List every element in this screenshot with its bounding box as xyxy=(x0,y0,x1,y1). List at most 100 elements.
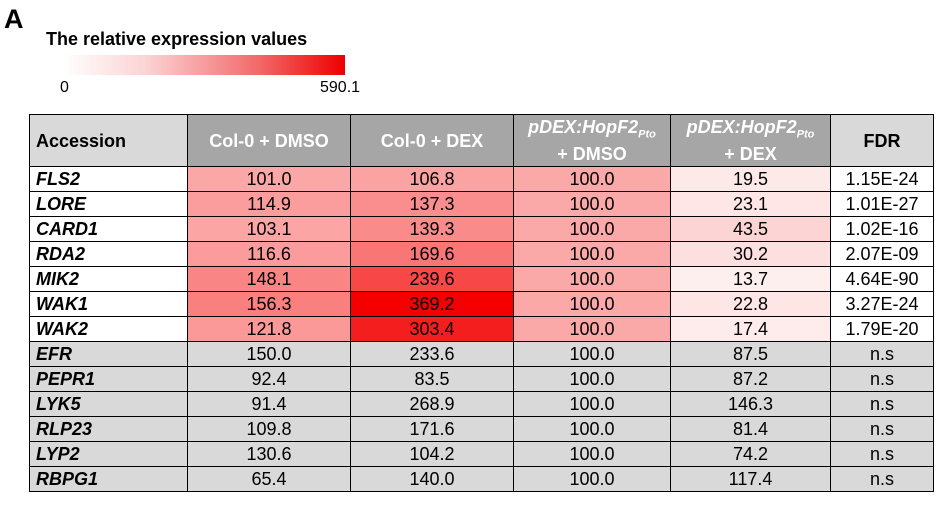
gene-accession-cell: MIK2 xyxy=(29,266,188,292)
fdr-cell: 4.64E-90 xyxy=(830,266,934,292)
gene-accession-cell: LYP2 xyxy=(29,441,188,467)
gene-accession-cell: FLS2 xyxy=(29,166,188,192)
heatmap-value-cell: 171.6 xyxy=(350,416,514,442)
heatmap-value-cell: 268.9 xyxy=(350,391,514,417)
gene-accession-cell: RDA2 xyxy=(29,241,188,267)
heatmap-value-cell: 130.6 xyxy=(187,441,351,467)
heatmap-value-cell: 22.8 xyxy=(670,291,831,317)
fdr-cell: n.s xyxy=(830,391,934,417)
heatmap-value-cell: 140.0 xyxy=(350,466,514,492)
column-header-pdex-dmso: pDEX:HopF2Pto + DMSO xyxy=(513,114,671,167)
heatmap-value-cell: 100.0 xyxy=(513,416,671,442)
header-genotype: pDEX:HopF2 xyxy=(686,116,797,137)
heatmap-value-cell: 100.0 xyxy=(513,241,671,267)
fdr-cell: n.s xyxy=(830,441,934,467)
table-row: LORE 114.9 137.3 100.0 23.1 1.01E-27 xyxy=(29,191,934,217)
gene-accession-cell: PEPR1 xyxy=(29,366,188,392)
table-row: RLP23 109.8 171.6 100.0 81.4 n.s xyxy=(29,416,934,442)
fdr-cell: 1.01E-27 xyxy=(830,191,934,217)
gene-accession-cell: EFR xyxy=(29,341,188,367)
fdr-cell: n.s xyxy=(830,341,934,367)
panel-label: A xyxy=(4,4,24,34)
column-header-col0-dmso: Col-0 + DMSO xyxy=(187,114,351,167)
header-genotype-subscript: Pto xyxy=(638,128,656,141)
table-row: CARD1 103.1 139.3 100.0 43.5 1.02E-16 xyxy=(29,216,934,242)
column-header-fdr: FDR xyxy=(830,114,934,167)
gene-accession-cell: LORE xyxy=(29,191,188,217)
heatmap-value-cell: 106.8 xyxy=(350,166,514,192)
heatmap-value-cell: 150.0 xyxy=(187,341,351,367)
heatmap-value-cell: 116.6 xyxy=(187,241,351,267)
heatmap-value-cell: 114.9 xyxy=(187,191,351,217)
heatmap-value-cell: 100.0 xyxy=(513,291,671,317)
gene-accession-cell: WAK2 xyxy=(29,316,188,342)
table-row: FLS2 101.0 106.8 100.0 19.5 1.15E-24 xyxy=(29,166,934,192)
heatmap-value-cell: 233.6 xyxy=(350,341,514,367)
table-row: WAK1 156.3 369.2 100.0 22.8 3.27E-24 xyxy=(29,291,934,317)
heatmap-value-cell: 65.4 xyxy=(187,466,351,492)
header-treatment: + DMSO xyxy=(557,144,627,165)
table-row: EFR 150.0 233.6 100.0 87.5 n.s xyxy=(29,341,934,367)
table-row: LYK5 91.4 268.9 100.0 146.3 n.s xyxy=(29,391,934,417)
legend-max-label: 590.1 xyxy=(320,79,361,96)
fdr-cell: 3.27E-24 xyxy=(830,291,934,317)
heatmap-value-cell: 23.1 xyxy=(670,191,831,217)
heatmap-value-cell: 303.4 xyxy=(350,316,514,342)
heatmap-value-cell: 100.0 xyxy=(513,441,671,467)
gene-accession-cell: RLP23 xyxy=(29,416,188,442)
fdr-cell: 1.15E-24 xyxy=(830,166,934,192)
heatmap-value-cell: 139.3 xyxy=(350,216,514,242)
heatmap-value-cell: 156.3 xyxy=(187,291,351,317)
heatmap-value-cell: 369.2 xyxy=(350,291,514,317)
gene-accession-cell: CARD1 xyxy=(29,216,188,242)
heatmap-value-cell: 19.5 xyxy=(670,166,831,192)
heatmap-value-cell: 100.0 xyxy=(513,391,671,417)
table-row: MIK2 148.1 239.6 100.0 13.7 4.64E-90 xyxy=(29,266,934,292)
heatmap-value-cell: 30.2 xyxy=(670,241,831,267)
heatmap-value-cell: 100.0 xyxy=(513,466,671,492)
heatmap-value-cell: 100.0 xyxy=(513,341,671,367)
heatmap-value-cell: 239.6 xyxy=(350,266,514,292)
table-row: WAK2 121.8 303.4 100.0 17.4 1.79E-20 xyxy=(29,316,934,342)
heatmap-value-cell: 87.2 xyxy=(670,366,831,392)
heatmap-value-cell: 100.0 xyxy=(513,191,671,217)
heatmap-value-cell: 100.0 xyxy=(513,166,671,192)
fdr-cell: n.s xyxy=(830,416,934,442)
heatmap-value-cell: 13.7 xyxy=(670,266,831,292)
heatmap-value-cell: 101.0 xyxy=(187,166,351,192)
header-genotype: pDEX:HopF2 xyxy=(528,116,639,137)
header-genotype-subscript: Pto xyxy=(796,128,815,141)
legend-gradient-bar xyxy=(63,55,345,75)
column-header-accession: Accession xyxy=(29,114,188,167)
column-header-col0-dex: Col-0 + DEX xyxy=(350,114,514,167)
header-treatment: + DEX xyxy=(724,144,777,165)
heatmap-value-cell: 87.5 xyxy=(670,341,831,367)
heatmap-value-cell: 100.0 xyxy=(513,266,671,292)
heatmap-value-cell: 81.4 xyxy=(670,416,831,442)
table-row: RBPG1 65.4 140.0 100.0 117.4 n.s xyxy=(29,466,934,492)
heatmap-value-cell: 92.4 xyxy=(187,366,351,392)
expression-heatmap-table: Accession Col-0 + DMSO Col-0 + DEX pDEX:… xyxy=(29,114,934,492)
heatmap-value-cell: 137.3 xyxy=(350,191,514,217)
heatmap-value-cell: 117.4 xyxy=(670,466,831,492)
heatmap-value-cell: 17.4 xyxy=(670,316,831,342)
heatmap-value-cell: 103.1 xyxy=(187,216,351,242)
legend-min-label: 0 xyxy=(60,79,69,96)
heatmap-value-cell: 148.1 xyxy=(187,266,351,292)
fdr-cell: 2.07E-09 xyxy=(830,241,934,267)
fdr-cell: 1.02E-16 xyxy=(830,216,934,242)
heatmap-value-cell: 74.2 xyxy=(670,441,831,467)
heatmap-value-cell: 169.6 xyxy=(350,241,514,267)
fdr-cell: 1.79E-20 xyxy=(830,316,934,342)
gene-accession-cell: LYK5 xyxy=(29,391,188,417)
heatmap-value-cell: 121.8 xyxy=(187,316,351,342)
heatmap-value-cell: 43.5 xyxy=(670,216,831,242)
gene-accession-cell: RBPG1 xyxy=(29,466,188,492)
heatmap-value-cell: 146.3 xyxy=(670,391,831,417)
header-row: Accession Col-0 + DMSO Col-0 + DEX pDEX:… xyxy=(29,114,934,167)
heatmap-value-cell: 100.0 xyxy=(513,366,671,392)
table-row: RDA2 116.6 169.6 100.0 30.2 2.07E-09 xyxy=(29,241,934,267)
heatmap-value-cell: 91.4 xyxy=(187,391,351,417)
fdr-cell: n.s xyxy=(830,466,934,492)
heatmap-value-cell: 104.2 xyxy=(350,441,514,467)
